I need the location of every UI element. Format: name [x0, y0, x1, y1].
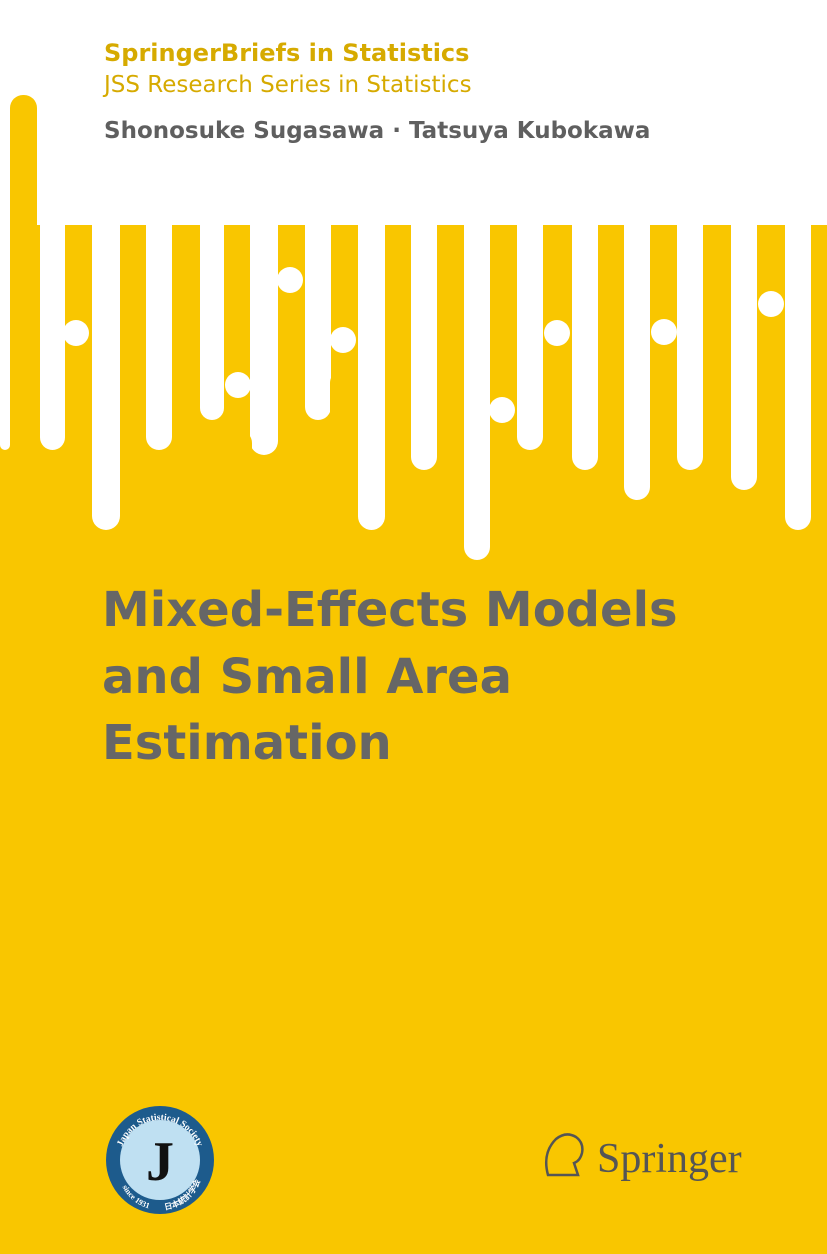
- stripe-pattern: [0, 0, 827, 560]
- stripe: [10, 95, 37, 295]
- dot: [277, 267, 303, 293]
- stripe: [172, 300, 198, 420]
- series-title: SpringerBriefs in Statistics: [104, 39, 469, 67]
- stripe: [226, 430, 252, 520]
- stripe: [146, 150, 172, 450]
- dot: [63, 320, 89, 346]
- stripe: [757, 340, 783, 500]
- separator: ·: [392, 118, 401, 144]
- stripe: [517, 150, 543, 450]
- dot: [330, 327, 356, 353]
- publisher-name: Springer: [597, 1136, 742, 1182]
- stripe: [731, 150, 757, 490]
- society-logo: Japan Statistical Society since 1931 日本統…: [106, 1106, 214, 1214]
- author: Shonosuke Sugasawa: [104, 118, 384, 144]
- logo-letter: J: [146, 1131, 174, 1193]
- stripe: [0, 150, 10, 450]
- stripe: [544, 380, 570, 470]
- stripe: [65, 370, 91, 430]
- stripe: [358, 150, 385, 530]
- stripe: [330, 370, 356, 560]
- stripe: [572, 150, 598, 470]
- logo-inner: [120, 1120, 200, 1200]
- stripe: [278, 320, 304, 400]
- stripe: [705, 240, 731, 360]
- dot: [651, 319, 677, 345]
- dot: [225, 372, 251, 398]
- stripe: [92, 150, 120, 530]
- dot: [758, 291, 784, 317]
- stripe: [40, 150, 65, 450]
- publisher-horse: [545, 1133, 584, 1177]
- dot: [544, 320, 570, 346]
- stripe: [305, 150, 331, 420]
- stripe: [785, 150, 811, 530]
- stripe: [438, 262, 464, 382]
- title: Mixed-Effects Models and Small Area Esti…: [102, 582, 678, 771]
- stripe: [464, 150, 490, 560]
- subseries-title: JSS Research Series in Statistics: [102, 72, 472, 98]
- authors: Shonosuke Sugasawa · Tatsuya Kubokawa: [104, 118, 650, 144]
- author: Tatsuya Kubokawa: [409, 118, 650, 144]
- stripe: [385, 225, 411, 345]
- stripe: [598, 300, 624, 420]
- title-line: Estimation: [102, 715, 392, 771]
- publisher-logo: Springer: [545, 1133, 742, 1182]
- stripe: [250, 150, 278, 455]
- stripe: [200, 150, 224, 420]
- stripe: [624, 150, 650, 500]
- title-line: and Small Area: [102, 649, 512, 705]
- stripe: [677, 150, 703, 470]
- stripe: [650, 245, 676, 365]
- title-line: Mixed-Effects Models: [102, 582, 678, 638]
- stripe: [411, 150, 437, 470]
- dot: [489, 397, 515, 423]
- stripe: [120, 240, 146, 360]
